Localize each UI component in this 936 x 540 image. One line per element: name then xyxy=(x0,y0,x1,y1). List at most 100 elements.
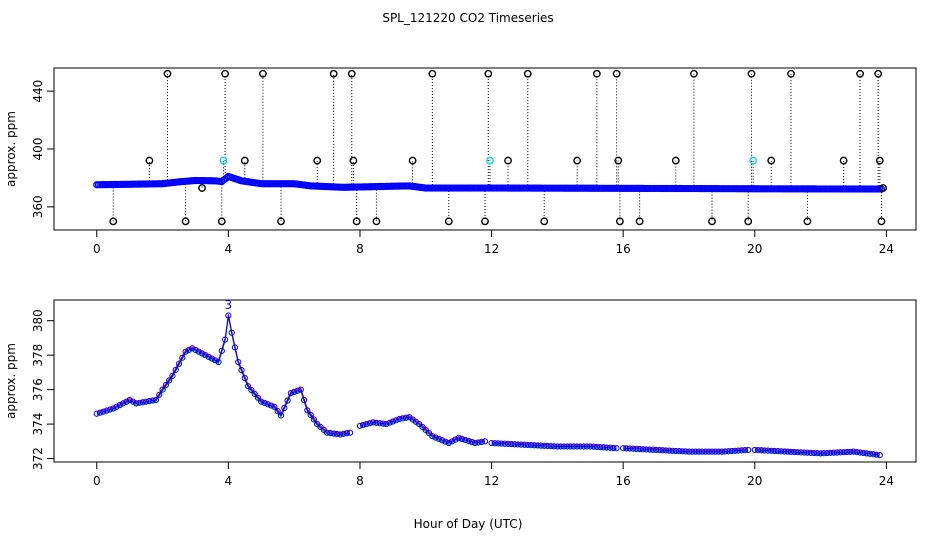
series-point xyxy=(514,441,522,448)
series-point xyxy=(195,348,202,355)
series-point xyxy=(564,443,571,450)
panel-2-points xyxy=(93,312,883,459)
y-tick-label: 440 xyxy=(31,80,45,103)
series-point xyxy=(761,447,768,454)
series-point xyxy=(847,448,854,455)
spike-point xyxy=(240,156,249,165)
series-point xyxy=(518,441,525,448)
series-point xyxy=(300,396,308,404)
series-point xyxy=(771,447,778,455)
series-point xyxy=(524,441,531,449)
series-point xyxy=(251,390,258,398)
series-point xyxy=(356,422,364,429)
spike-point xyxy=(635,217,644,226)
series-point xyxy=(442,438,449,445)
series-point xyxy=(202,352,209,359)
series-point xyxy=(603,444,610,451)
x-tick-label: 20 xyxy=(747,474,762,488)
series-point xyxy=(620,445,627,452)
series-point xyxy=(597,444,604,451)
series-point xyxy=(452,436,459,443)
series-point xyxy=(643,446,650,453)
series-point xyxy=(287,389,294,397)
series-point xyxy=(495,440,502,447)
series-point xyxy=(465,437,472,445)
series-point xyxy=(567,443,574,450)
series-point xyxy=(866,450,874,457)
series-point xyxy=(527,442,535,449)
series-point xyxy=(735,447,742,454)
series-point xyxy=(228,329,235,336)
x-tick-label: 0 xyxy=(93,474,101,488)
series-point xyxy=(712,448,719,455)
x-tick-label: 8 xyxy=(356,474,364,488)
spike-point xyxy=(708,217,716,226)
series-point xyxy=(435,435,443,443)
x-tick-label: 0 xyxy=(93,242,101,256)
series-point xyxy=(860,449,867,457)
series-line xyxy=(96,315,351,435)
series-point xyxy=(215,358,222,366)
series-point xyxy=(626,445,633,452)
series-point xyxy=(340,430,347,437)
series-point xyxy=(304,407,311,414)
x-tick-label: 16 xyxy=(616,242,631,256)
series-point xyxy=(254,394,262,401)
series-point xyxy=(330,430,337,437)
x-tick-label: 20 xyxy=(747,242,762,256)
series-point xyxy=(402,414,410,421)
series-point xyxy=(501,440,508,447)
series-point xyxy=(284,397,291,404)
spike-point xyxy=(329,69,338,78)
spike-point xyxy=(615,217,624,226)
spike-point xyxy=(690,69,698,78)
series-point xyxy=(574,443,581,450)
spike-point xyxy=(221,69,229,78)
x-tick-label: 4 xyxy=(225,242,233,256)
series-point xyxy=(508,440,515,448)
spike-point xyxy=(163,69,172,78)
series-point xyxy=(679,448,686,455)
series-point xyxy=(659,447,666,454)
x-tick-label: 8 xyxy=(356,242,364,256)
spike-point xyxy=(856,69,864,78)
spike-point xyxy=(540,217,549,226)
series-point xyxy=(722,448,729,455)
series-point xyxy=(873,451,880,458)
series-point xyxy=(676,448,683,455)
spike-point xyxy=(523,69,532,78)
series-point xyxy=(172,366,179,373)
panel-2-frame xyxy=(53,299,917,463)
spike-point xyxy=(484,69,493,78)
series-point xyxy=(685,448,693,455)
series-point xyxy=(432,434,439,441)
spike-point xyxy=(592,69,601,78)
series-point xyxy=(297,386,304,393)
spike-point xyxy=(428,69,437,78)
spike-point xyxy=(217,217,226,226)
series-point xyxy=(189,345,196,352)
series-point xyxy=(830,449,837,456)
series-point xyxy=(725,448,732,455)
series-point xyxy=(570,443,577,450)
peak-label: 3 xyxy=(225,298,233,312)
series-point xyxy=(458,435,466,443)
spike-point xyxy=(372,217,381,226)
series-point xyxy=(399,415,406,422)
spike-point xyxy=(803,217,812,226)
series-point xyxy=(169,372,176,379)
series-point xyxy=(827,449,834,456)
series-point xyxy=(718,448,725,455)
series-point xyxy=(478,438,485,445)
series-point xyxy=(261,399,268,407)
series-point xyxy=(481,438,489,445)
series-point xyxy=(853,448,860,456)
series-point xyxy=(192,346,199,354)
series-point xyxy=(745,446,752,454)
series-point xyxy=(498,440,505,447)
series-point xyxy=(363,420,370,428)
series-point xyxy=(100,408,107,415)
spike-point xyxy=(877,217,886,226)
series-point xyxy=(856,449,864,456)
series-point xyxy=(205,353,212,360)
